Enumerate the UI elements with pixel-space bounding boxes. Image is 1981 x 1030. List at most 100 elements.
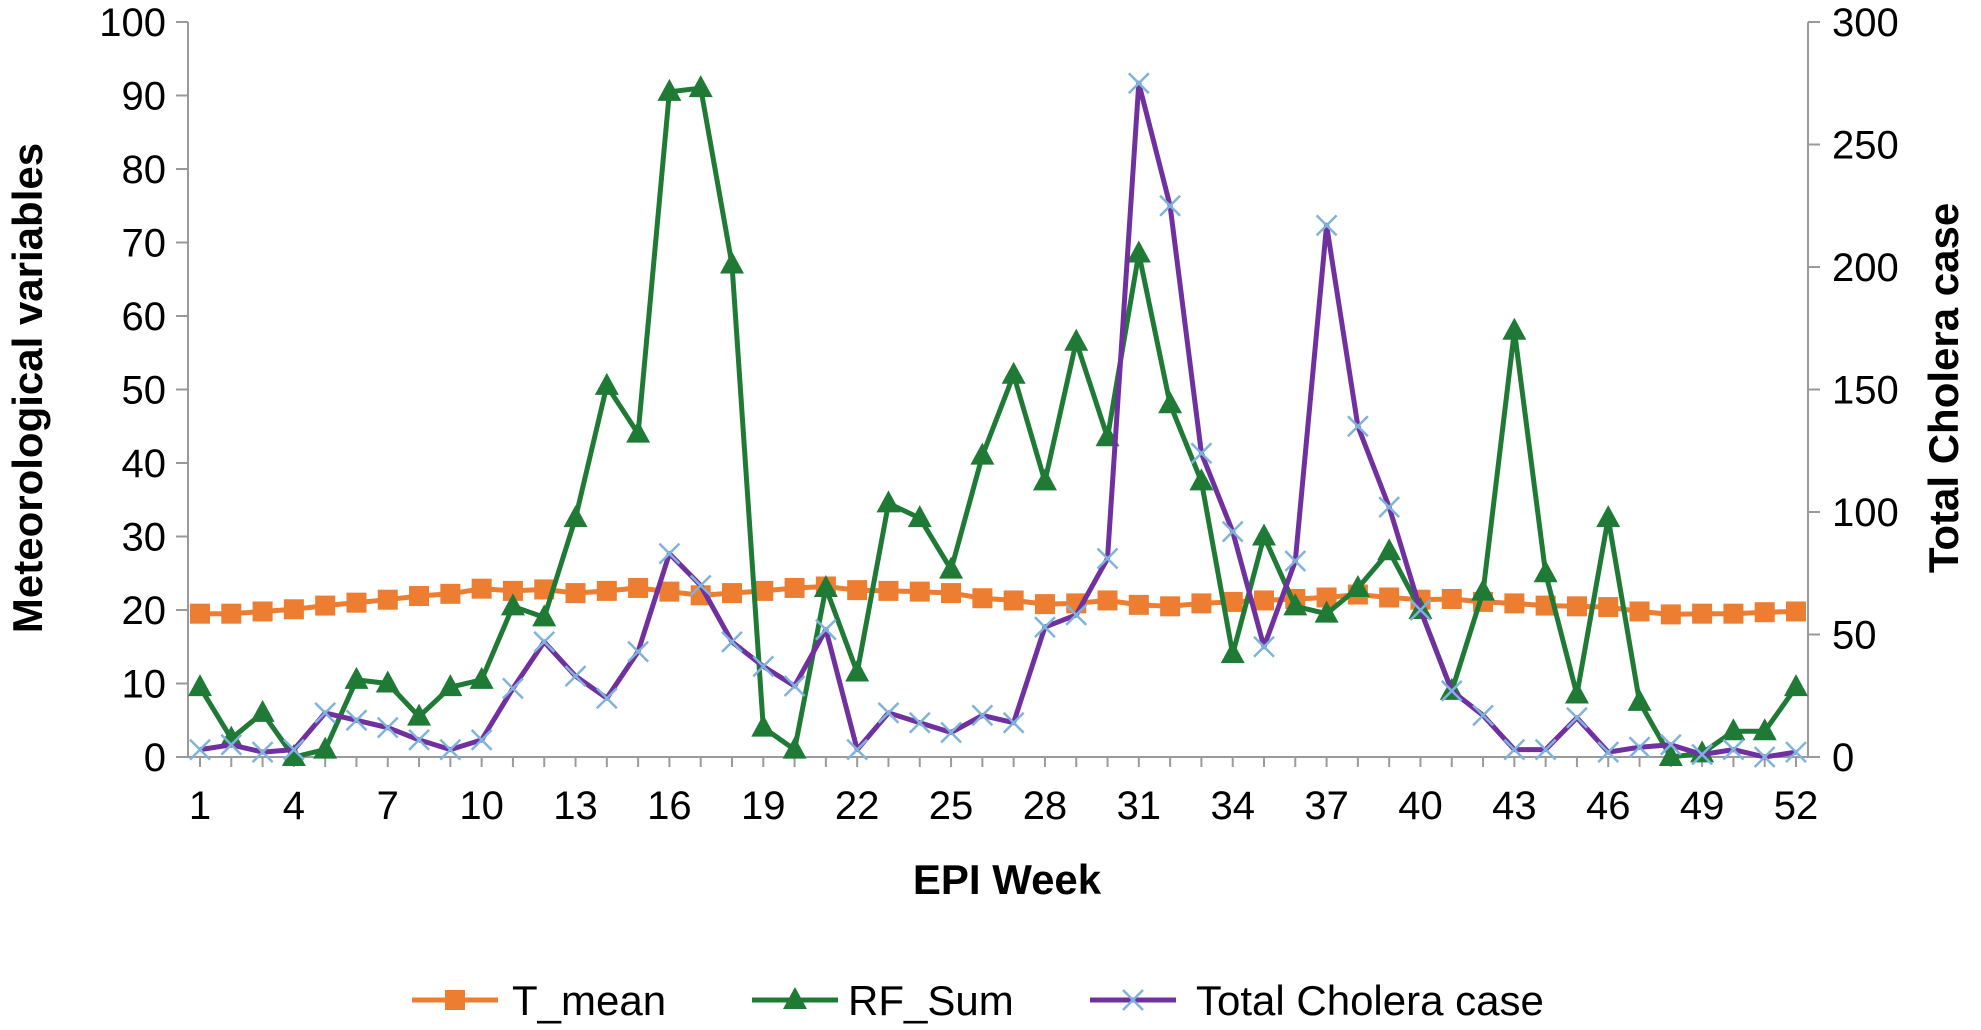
series-point bbox=[1596, 505, 1621, 528]
series-point bbox=[1189, 468, 1214, 491]
series-point-stroke bbox=[251, 741, 274, 763]
series-point bbox=[564, 665, 587, 688]
series-point bbox=[408, 728, 430, 751]
series-point-stroke bbox=[1065, 604, 1088, 626]
series-point bbox=[1564, 681, 1589, 704]
x-tick-label: 16 bbox=[647, 784, 692, 828]
series-point bbox=[252, 601, 273, 622]
y-axis-title: Meteorological variables bbox=[4, 143, 51, 633]
y-tick-label: 20 bbox=[122, 589, 167, 633]
series-line bbox=[200, 584, 1797, 617]
series-point-stroke bbox=[1122, 989, 1144, 1011]
series-point bbox=[784, 577, 805, 598]
series-point bbox=[783, 987, 807, 1009]
series-point bbox=[688, 75, 713, 98]
series-point bbox=[1472, 704, 1494, 727]
series-point-stroke bbox=[1346, 415, 1369, 438]
series-point bbox=[659, 581, 680, 602]
series-point-stroke bbox=[783, 675, 806, 697]
x-tick-label: 1 bbox=[189, 784, 211, 828]
series-point-stroke bbox=[1691, 743, 1714, 766]
series-point bbox=[720, 251, 744, 274]
x-tick-label: 52 bbox=[1774, 784, 1819, 828]
series-point bbox=[1191, 593, 1212, 614]
series-point bbox=[782, 736, 807, 759]
series-point bbox=[1221, 520, 1244, 543]
series-point bbox=[876, 490, 901, 513]
x-tick-label: 19 bbox=[741, 784, 786, 828]
series-total-cholera-case bbox=[189, 72, 1807, 768]
series-point bbox=[251, 741, 274, 763]
series-point bbox=[346, 592, 367, 613]
series-point-stroke bbox=[470, 728, 493, 751]
series-point bbox=[1440, 679, 1463, 702]
series-point bbox=[813, 574, 838, 597]
series-point bbox=[596, 580, 617, 601]
series-point bbox=[313, 736, 338, 759]
y-tick-label: 90 bbox=[122, 75, 167, 119]
series-point bbox=[783, 675, 806, 697]
series-point bbox=[1346, 415, 1369, 438]
series-point-stroke bbox=[1628, 736, 1651, 759]
series-point bbox=[1786, 601, 1806, 622]
legend-item: T_mean bbox=[412, 977, 666, 1024]
series-point bbox=[1253, 635, 1275, 658]
series-point bbox=[440, 583, 461, 604]
series-point-stroke bbox=[1597, 741, 1620, 763]
series-point-stroke bbox=[1659, 733, 1682, 756]
y2-tick-label: 100 bbox=[1832, 491, 1899, 535]
series-point bbox=[532, 604, 557, 627]
series-point-stroke bbox=[658, 542, 681, 565]
y2-tick-label: 50 bbox=[1832, 614, 1877, 658]
series-line bbox=[199, 80, 1797, 760]
series-point bbox=[1097, 590, 1118, 611]
series-point bbox=[1692, 603, 1713, 624]
series-point bbox=[1503, 738, 1526, 761]
x-tick-label: 40 bbox=[1398, 784, 1443, 828]
series-point bbox=[1159, 194, 1182, 217]
series-point bbox=[502, 677, 524, 700]
left-axis: 0 10 20 30 40 50 60 70 80 90 100 bbox=[99, 1, 188, 780]
series-point bbox=[1691, 743, 1714, 766]
x-tick-label: 4 bbox=[283, 784, 305, 828]
series-point bbox=[439, 738, 462, 761]
series-point bbox=[1003, 590, 1024, 611]
legend: T_mean RF_Sum Total Cholera case bbox=[412, 977, 1544, 1024]
series-point-stroke bbox=[439, 738, 462, 761]
series-point bbox=[470, 728, 493, 751]
series-point-stroke bbox=[1002, 711, 1025, 734]
series-point bbox=[878, 580, 899, 601]
x-tick-label: 31 bbox=[1117, 784, 1162, 828]
x-axis-title: EPI Week bbox=[913, 856, 1102, 903]
x-tick-label: 25 bbox=[929, 784, 974, 828]
series-point bbox=[1034, 594, 1055, 615]
series-point-stroke bbox=[595, 687, 618, 710]
x-tick-label: 28 bbox=[1023, 784, 1068, 828]
y2-tick-label: 250 bbox=[1832, 124, 1899, 168]
series-point bbox=[753, 580, 774, 601]
series-point bbox=[189, 738, 211, 761]
series-point bbox=[971, 704, 994, 727]
series-point bbox=[1597, 741, 1620, 763]
series-point bbox=[1723, 603, 1744, 624]
legend-item: RF_Sum bbox=[752, 977, 1014, 1024]
y-tick-label: 40 bbox=[122, 442, 167, 486]
series-point bbox=[565, 583, 586, 604]
series-point-stroke bbox=[1722, 738, 1745, 761]
series-point-stroke bbox=[940, 721, 962, 744]
series-point bbox=[533, 630, 556, 653]
series-t-mean bbox=[190, 576, 1806, 625]
series-point bbox=[1315, 214, 1338, 237]
series-point bbox=[847, 580, 868, 601]
series-point bbox=[221, 603, 242, 624]
series-point-stroke bbox=[1409, 599, 1432, 621]
y-tick-label: 70 bbox=[122, 222, 167, 266]
x-axis: 1 4 7 10 13 16 19 22 25 28 31 34 37 40 43 46 49 52 bbox=[189, 757, 1818, 828]
series-layer bbox=[188, 72, 1808, 768]
series-point bbox=[1502, 317, 1527, 340]
y-tick-label: 60 bbox=[122, 295, 167, 339]
x-tick-label: 7 bbox=[377, 784, 399, 828]
series-point bbox=[1222, 591, 1243, 612]
series-point bbox=[909, 581, 930, 602]
series-point bbox=[721, 630, 743, 653]
